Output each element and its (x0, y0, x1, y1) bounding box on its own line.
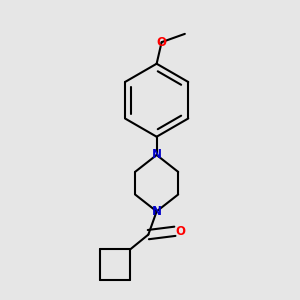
Text: N: N (152, 148, 162, 161)
Text: O: O (157, 36, 166, 49)
Text: O: O (176, 225, 186, 238)
Text: N: N (152, 205, 162, 218)
